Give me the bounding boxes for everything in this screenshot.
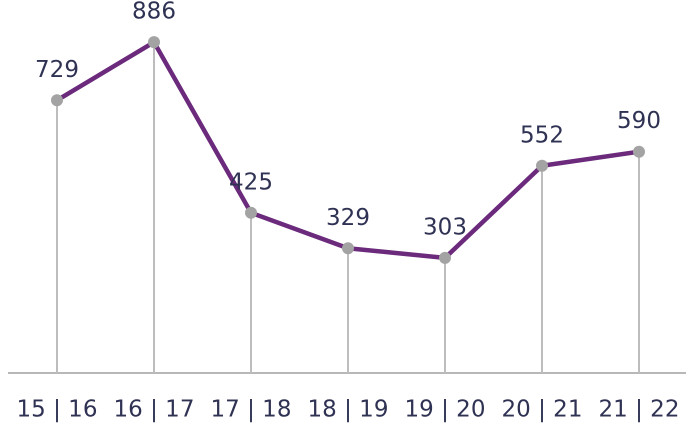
- x-tick-label: 20 | 21: [502, 397, 583, 423]
- data-point: [148, 36, 160, 49]
- x-tick-label: 18 | 19: [308, 397, 389, 423]
- x-tick-label: 16 | 17: [114, 397, 195, 423]
- data-point: [439, 251, 451, 264]
- x-tick-label: 21 | 22: [599, 397, 680, 423]
- data-point: [633, 145, 645, 158]
- data-point: [245, 206, 257, 219]
- value-label: 303: [423, 214, 467, 240]
- value-label: 425: [229, 169, 273, 195]
- data-point: [342, 242, 354, 255]
- x-tick-label: 19 | 20: [405, 397, 486, 423]
- value-label: 729: [35, 57, 79, 83]
- value-label: 590: [617, 108, 661, 134]
- value-label: 329: [326, 205, 370, 231]
- x-tick-label: 17 | 18: [211, 397, 292, 423]
- data-point: [51, 94, 63, 107]
- data-point: [536, 159, 548, 172]
- value-label: 552: [520, 122, 564, 148]
- x-tick-label: 15 | 16: [17, 397, 98, 423]
- value-label: 886: [132, 0, 176, 25]
